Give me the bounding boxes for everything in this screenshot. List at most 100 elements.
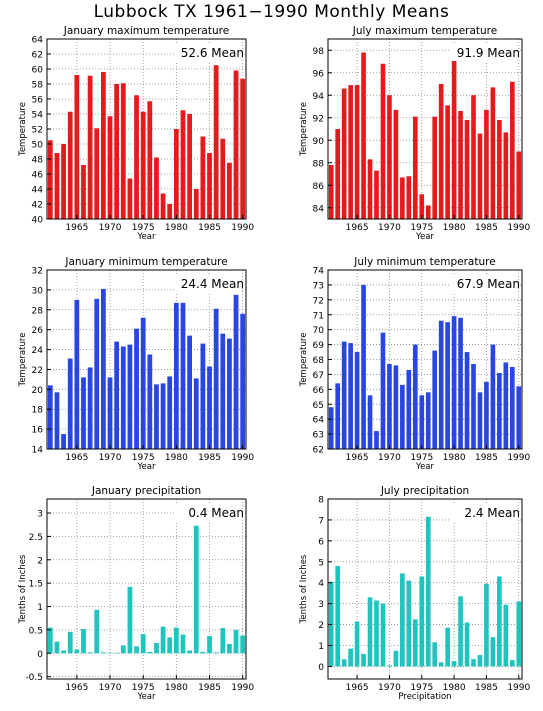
bar-1984 xyxy=(477,133,483,219)
bar-1988 xyxy=(503,132,509,219)
bar-1977 xyxy=(154,384,159,449)
bar-1969 xyxy=(380,63,386,219)
bar-1987 xyxy=(497,576,502,667)
tick-label-y: 30 xyxy=(32,286,44,296)
tick-label-y: 46 xyxy=(32,171,44,181)
bar-1976 xyxy=(425,205,431,219)
tick-label-y: 5 xyxy=(318,558,324,568)
bar-1973 xyxy=(127,344,133,449)
bar-1963 xyxy=(61,144,66,219)
bar-1979 xyxy=(445,322,450,449)
y-axis-label: Temperature xyxy=(18,333,28,388)
bar-1983 xyxy=(193,525,199,654)
bar-1961 xyxy=(47,385,53,449)
bar-1981 xyxy=(458,596,463,667)
bar-1969 xyxy=(100,72,106,219)
x-axis-label: Precipitation xyxy=(398,692,451,702)
tick-label-y: 14 xyxy=(32,446,44,456)
bar-1977 xyxy=(154,643,159,654)
bar-1982 xyxy=(187,114,193,219)
x-axis-label: Year xyxy=(137,462,157,472)
bar-1978 xyxy=(438,84,444,219)
bar-1965 xyxy=(354,621,360,667)
tick-label-x: 1970 xyxy=(378,453,401,463)
bar-1990 xyxy=(240,635,246,654)
bar-1985 xyxy=(484,583,489,667)
tick-label-y: 28 xyxy=(32,306,44,316)
bar-1965 xyxy=(74,649,80,654)
tick-label-x: 1970 xyxy=(99,683,122,693)
tick-label-x: 1975 xyxy=(132,683,155,693)
bar-1974 xyxy=(412,116,418,219)
x-axis-label: Year xyxy=(137,692,157,702)
tick-label-y: 64 xyxy=(32,36,44,46)
bar-1980 xyxy=(173,627,179,654)
bar-1968 xyxy=(374,431,379,449)
tick-label-y: 26 xyxy=(32,326,44,336)
tick-label-x: 1975 xyxy=(410,683,433,693)
bar-1966 xyxy=(361,653,366,667)
plot-frame xyxy=(327,498,523,680)
tick-label-x: 1980 xyxy=(443,683,466,693)
tick-label-y: 66 xyxy=(313,386,325,396)
y-axis-label: Tenths of Inches xyxy=(299,554,309,624)
bar-1979 xyxy=(445,627,450,667)
mean-label-bg xyxy=(174,45,242,61)
chart-title: January minimum temperature xyxy=(64,256,227,268)
bar-1970 xyxy=(387,363,392,449)
bar-1987 xyxy=(220,628,226,654)
bar-1972 xyxy=(400,573,405,667)
bar-1962 xyxy=(335,383,341,449)
tick-label-y: 71 xyxy=(313,311,324,321)
bar-1964 xyxy=(348,343,353,449)
tick-label-x: 1980 xyxy=(443,453,466,463)
bar-1962 xyxy=(335,129,341,219)
bar-1976 xyxy=(147,651,153,654)
bar-1963 xyxy=(341,659,347,667)
bar-1988 xyxy=(503,604,509,667)
tick-label-y: 42 xyxy=(32,201,43,211)
bar-1979 xyxy=(167,376,173,449)
bar-1989 xyxy=(509,660,515,667)
bar-1981 xyxy=(458,317,463,449)
bar-1971 xyxy=(393,109,399,219)
bar-1972 xyxy=(120,346,126,449)
bar-1984 xyxy=(200,343,206,449)
bar-1962 xyxy=(54,641,60,654)
bar-1970 xyxy=(387,95,392,219)
bar-1966 xyxy=(361,52,366,219)
bar-1983 xyxy=(471,95,476,219)
bar-1961 xyxy=(47,140,53,219)
tick-label-y: 65 xyxy=(313,401,324,411)
bar-1989 xyxy=(233,294,239,449)
mean-annotation: 52.6 Mean xyxy=(181,46,244,60)
plot-frame xyxy=(46,498,247,680)
tick-label-y: 0.5 xyxy=(29,626,43,636)
bar-1984 xyxy=(200,136,206,219)
bar-1975 xyxy=(140,634,146,654)
bar-1974 xyxy=(134,328,139,449)
bar-1981 xyxy=(180,110,186,219)
tick-label-x: 1965 xyxy=(65,453,88,463)
bar-1977 xyxy=(432,642,438,667)
tick-label-y: 44 xyxy=(32,186,44,196)
tick-label-x: 1985 xyxy=(475,223,498,233)
tick-label-y: 6 xyxy=(318,537,324,547)
mean-label-bg xyxy=(450,45,518,61)
tick-label-y: 56 xyxy=(32,96,44,106)
bar-1982 xyxy=(464,120,470,219)
bar-1967 xyxy=(367,395,373,449)
tick-label-y: 48 xyxy=(32,156,44,166)
bar-1989 xyxy=(509,366,515,449)
bar-1965 xyxy=(74,299,80,449)
tick-label-y: 50 xyxy=(32,141,44,151)
y-axis-label: Temperature xyxy=(299,102,309,157)
bar-1986 xyxy=(490,637,496,667)
tick-label-x: 1980 xyxy=(165,453,188,463)
chart-july-min-temperature: 62 63 64 65 66 67 68 69 70 71 72 73 74 1965 1970 1975 19… xyxy=(299,256,530,472)
tick-label-y: 92 xyxy=(313,114,324,124)
bar-1975 xyxy=(140,111,146,219)
bar-1965 xyxy=(74,75,80,219)
bar-1973 xyxy=(127,586,133,654)
bar-1966 xyxy=(81,377,86,449)
